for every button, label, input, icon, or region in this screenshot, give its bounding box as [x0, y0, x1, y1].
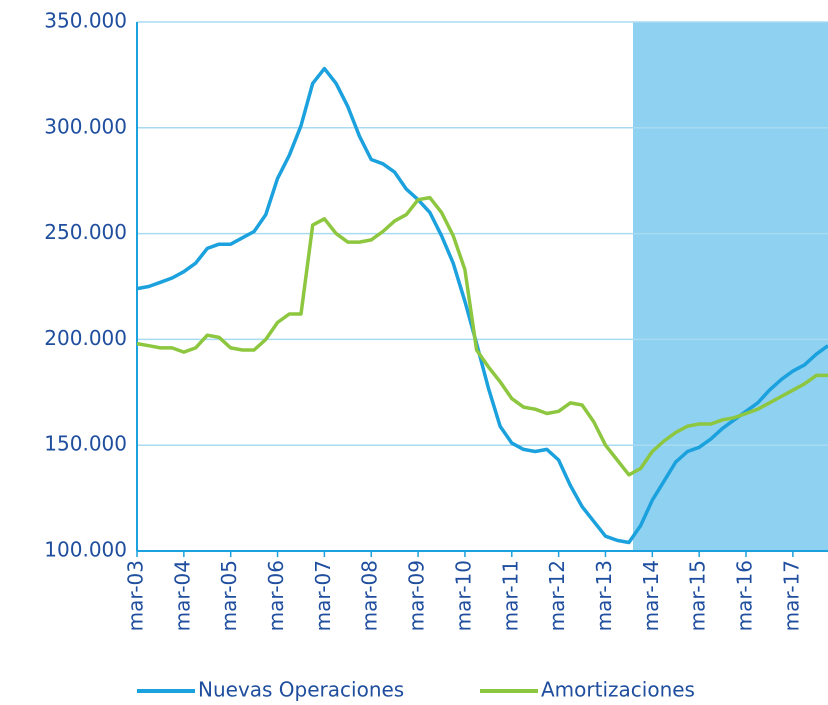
- y-tick-label: 350.000: [44, 9, 127, 33]
- legend-label: Nuevas Operaciones: [198, 678, 404, 702]
- x-tick-label: mar-04: [170, 560, 194, 631]
- x-tick-label: mar-09: [405, 560, 429, 631]
- series-line: [136, 66, 828, 545]
- x-tick-label: mar-10: [451, 560, 475, 631]
- forecast-shade: [633, 22, 828, 551]
- x-tick-label: mar-11: [498, 560, 522, 631]
- y-tick-label: 150.000: [44, 432, 127, 456]
- legend-label: Amortizaciones: [541, 678, 695, 702]
- x-tick-label: mar-17: [779, 560, 803, 631]
- x-tick-label: mar-15: [686, 560, 710, 631]
- y-tick-label: 300.000: [44, 114, 127, 138]
- series-line: [136, 195, 828, 477]
- y-tick-label: 200.000: [44, 326, 127, 350]
- x-tick-label: mar-05: [217, 560, 241, 631]
- x-tick-label: mar-08: [358, 560, 382, 631]
- x-tick-label: mar-12: [545, 560, 569, 631]
- x-tick-label: mar-07: [311, 560, 335, 631]
- x-tick-label: mar-14: [639, 560, 663, 631]
- y-tick-label: 250.000: [44, 220, 127, 244]
- x-tick-label: mar-06: [264, 560, 288, 631]
- x-tick-label: mar-13: [592, 560, 616, 631]
- x-tick-label: mar-16: [733, 560, 757, 631]
- x-tick-label: mar-03: [124, 560, 148, 631]
- y-tick-label: 100.000: [44, 538, 127, 562]
